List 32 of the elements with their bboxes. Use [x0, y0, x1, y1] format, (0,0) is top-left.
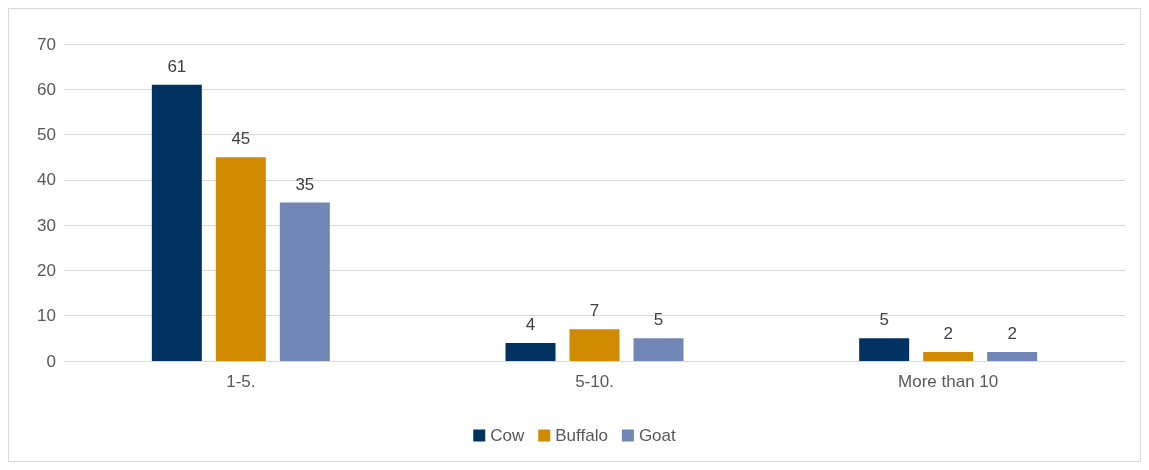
bar: [633, 338, 684, 361]
data-label: 2: [943, 323, 953, 343]
data-label: 4: [525, 314, 536, 334]
data-label: 45: [231, 129, 251, 149]
y-tick-label: 10: [37, 306, 56, 326]
y-tick-label: 40: [37, 170, 56, 190]
data-label: 5: [653, 310, 664, 330]
data-label: 5: [879, 310, 889, 330]
bar: [279, 202, 330, 361]
y-tick-label: 50: [37, 125, 56, 145]
y-tick-label: 20: [37, 260, 56, 280]
x-tick-label: More than 10: [898, 372, 999, 391]
data-label: 35: [295, 174, 315, 194]
bar: [987, 351, 1038, 361]
legend-label: Buffalo: [555, 426, 608, 445]
bar: [923, 351, 974, 361]
y-tick-label: 30: [37, 215, 56, 235]
data-label: 61: [167, 56, 187, 76]
data-label: 2: [1007, 323, 1017, 343]
bar: [859, 338, 910, 361]
x-tick-label: 5-10.: [575, 372, 614, 391]
data-label: 7: [589, 301, 600, 321]
y-tick-label: 70: [37, 34, 56, 54]
x-tick-label: 1-5.: [226, 372, 256, 391]
bar: [215, 157, 266, 361]
bar: [505, 342, 556, 361]
legend-label: Cow: [490, 426, 525, 445]
bar: [569, 329, 620, 361]
y-tick-label: 0: [46, 351, 56, 371]
bar: [151, 84, 202, 361]
y-tick-label: 60: [37, 79, 56, 99]
legend-label: Goat: [638, 426, 677, 445]
